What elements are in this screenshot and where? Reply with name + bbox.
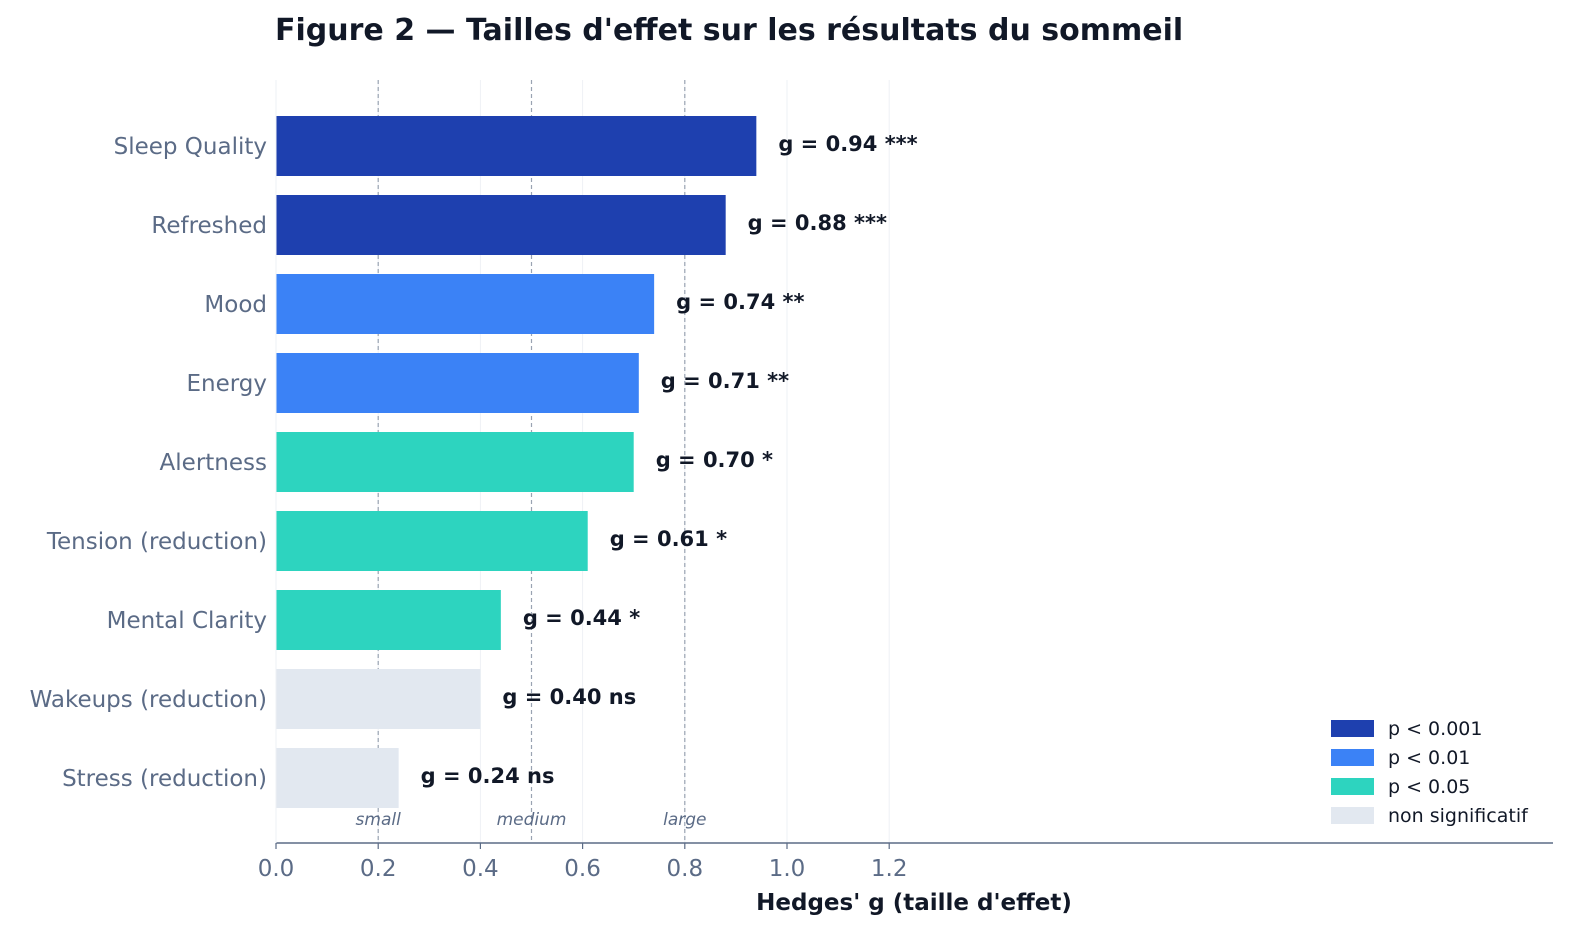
bar-4 <box>276 432 634 492</box>
ref-label-medium: medium <box>497 810 567 830</box>
x-tick-label-0: 0.0 <box>258 856 295 882</box>
bar-7 <box>276 669 481 729</box>
x-tick-label-4: 0.8 <box>667 856 704 882</box>
x-tick-label-3: 0.6 <box>564 856 601 882</box>
category-label-1: Refreshed <box>151 213 267 239</box>
legend-label-p05: p < 0.05 <box>1388 776 1470 798</box>
ref-label-large: large <box>663 810 706 830</box>
legend-swatch-ns <box>1331 807 1374 824</box>
category-label-3: Energy <box>186 371 267 397</box>
value-label-5: g = 0.61 * <box>610 527 727 551</box>
bar-5 <box>276 511 588 571</box>
x-tick-label-6: 1.2 <box>871 856 908 882</box>
x-axis-label: Hedges' g (taille d'effet) <box>756 890 1072 916</box>
value-label-2: g = 0.74 ** <box>676 290 804 314</box>
value-label-6: g = 0.44 * <box>523 606 640 630</box>
category-label-2: Mood <box>204 292 267 318</box>
value-label-3: g = 0.71 ** <box>661 369 789 393</box>
bar-2 <box>276 274 655 334</box>
category-label-8: Stress (reduction) <box>62 766 267 792</box>
category-label-0: Sleep Quality <box>114 134 267 160</box>
legend-label-p01: p < 0.01 <box>1388 747 1470 769</box>
chart-title: Figure 2 — Tailles d'effet sur les résul… <box>275 13 1183 48</box>
legend-swatch-p05 <box>1331 778 1374 795</box>
category-label-7: Wakeups (reduction) <box>30 687 267 713</box>
ref-label-small: small <box>356 810 402 830</box>
legend-swatch-p001 <box>1331 720 1374 737</box>
value-label-4: g = 0.70 * <box>656 448 773 472</box>
value-label-0: g = 0.94 *** <box>778 132 917 156</box>
bar-8 <box>276 748 399 808</box>
bar-6 <box>276 590 501 650</box>
category-label-4: Alertness <box>160 450 267 476</box>
legend-label-ns: non significatif <box>1388 805 1529 827</box>
bars: Sleep Quality g = 0.94 *** Refreshed g = 0.… <box>30 116 918 808</box>
value-label-7: g = 0.40 ns <box>502 685 636 709</box>
category-label-5: Tension (reduction) <box>46 529 267 555</box>
category-label-6: Mental Clarity <box>107 608 267 634</box>
x-tick-label-2: 0.4 <box>462 856 499 882</box>
legend-swatch-p01 <box>1331 749 1374 766</box>
bar-3 <box>276 353 639 413</box>
legend-label-p001: p < 0.001 <box>1388 718 1482 740</box>
x-tick-label-1: 0.2 <box>360 856 397 882</box>
bar-0 <box>276 116 757 176</box>
value-label-8: g = 0.24 ns <box>421 764 555 788</box>
legend: p < 0.001 p < 0.01 p < 0.05 non significati… <box>1331 718 1529 827</box>
bar-1 <box>276 195 726 255</box>
x-axis: 0.0 0.2 0.4 0.6 0.8 1.0 1.2 <box>258 80 1553 882</box>
value-label-1: g = 0.88 *** <box>748 211 887 235</box>
x-tick-label-5: 1.0 <box>769 856 806 882</box>
